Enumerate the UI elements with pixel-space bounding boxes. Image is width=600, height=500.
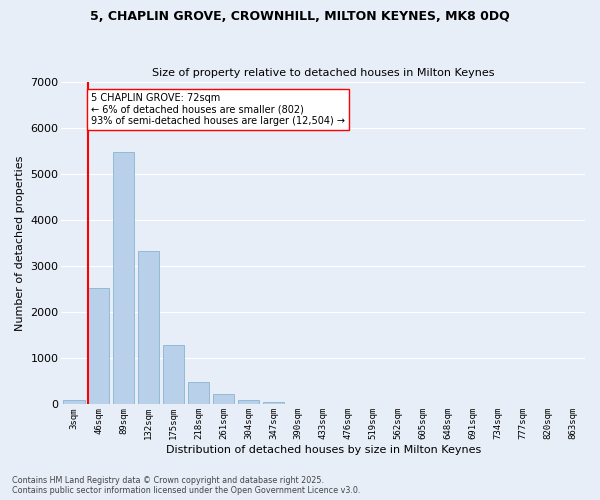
Bar: [238, 400, 259, 404]
Text: Contains HM Land Registry data © Crown copyright and database right 2025.
Contai: Contains HM Land Registry data © Crown c…: [12, 476, 361, 495]
Bar: [64, 400, 85, 404]
Title: Size of property relative to detached houses in Milton Keynes: Size of property relative to detached ho…: [152, 68, 494, 78]
Bar: [263, 402, 284, 404]
Bar: [113, 152, 134, 404]
Bar: [138, 252, 160, 404]
Text: 5 CHAPLIN GROVE: 72sqm
← 6% of detached houses are smaller (802)
93% of semi-det: 5 CHAPLIN GROVE: 72sqm ← 6% of detached …: [91, 93, 346, 126]
X-axis label: Distribution of detached houses by size in Milton Keynes: Distribution of detached houses by size …: [166, 445, 481, 455]
Text: 5, CHAPLIN GROVE, CROWNHILL, MILTON KEYNES, MK8 0DQ: 5, CHAPLIN GROVE, CROWNHILL, MILTON KEYN…: [90, 10, 510, 23]
Y-axis label: Number of detached properties: Number of detached properties: [15, 156, 25, 330]
Bar: [213, 394, 234, 404]
Bar: [163, 345, 184, 405]
Bar: [88, 288, 109, 405]
Bar: [188, 382, 209, 404]
